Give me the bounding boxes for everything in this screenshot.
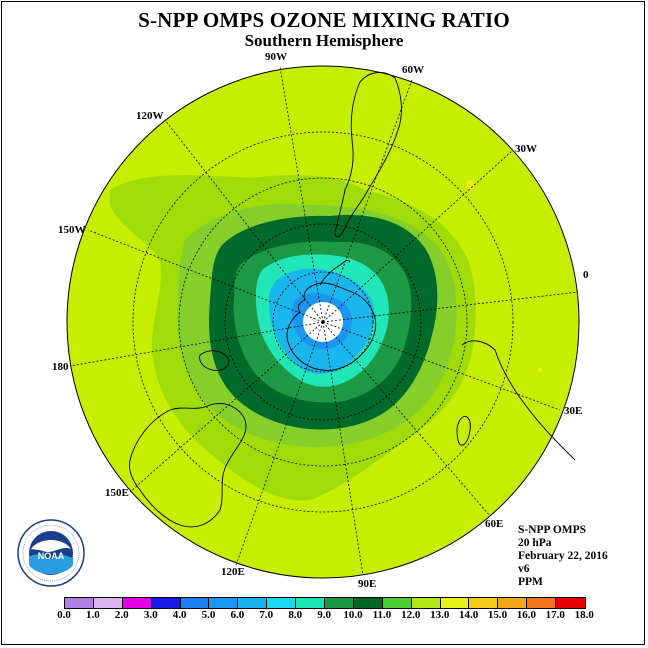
colorbar-segment [382,598,412,608]
lon-label-30w: 30W [515,143,537,155]
colorbar-tick-label: 1.0 [86,609,100,621]
colorbar-segment [180,598,210,608]
colorbar-tick-label: 2.0 [114,609,129,621]
colorbar-tick-label: 10.0 [343,609,363,621]
colorbar-segment [527,598,557,608]
colorbar-tick-label: 7.0 [259,609,274,621]
lon-label-150e: 150E [105,487,129,499]
colorbar-tick-label: 11.0 [372,609,392,621]
lon-label-60w: 60W [402,64,424,76]
lon-label-60e: 60E [485,518,503,530]
coast-antarctica [286,282,377,371]
coast-south-america [334,72,402,238]
coast-africa [461,340,576,461]
colorbar-segment [498,598,528,608]
colorbar-tick-label: 15.0 [487,609,508,621]
coastlines [129,72,576,528]
info-level: 20 hPa [518,537,552,549]
lon-label-0: 0 [583,269,589,281]
colorbar-tick-label: 0.0 [57,609,71,621]
colorbar-segment [65,598,94,608]
info-units: PPM [518,576,543,588]
info-block: S-NPP OMPS 20 hPa February 22, 2016 v6 P… [518,524,608,589]
coast-antarctic-peninsula [319,259,351,286]
colorbar-tick-label: 4.0 [172,609,187,621]
colorbar-tick-label: 13.0 [430,609,450,621]
contour-blob-high [466,180,474,190]
colorbar-segment [122,598,152,608]
map-outline [66,65,580,579]
map-subtitle: Southern Hemisphere [244,31,404,50]
coast-australia [129,403,247,528]
lon-label-180: 180 [52,361,69,373]
colorbar-segment [93,598,123,608]
noaa-logo-icon: NOAA [17,519,85,587]
lon-label-90w: 90W [265,51,287,63]
colorbar-ticks: 0.0 1.0 2.0 3.0 4.0 5.0 6.0 7.0 8.0 9.0 10.0 11.0 12… [57,609,594,623]
colorbar-tick-label: 12.0 [401,609,421,621]
colorbar-segment [411,598,441,608]
colorbar-segment [296,598,326,608]
lon-label-120e: 120E [221,566,245,578]
coast-new-zealand [199,350,230,371]
colorbar-tick-label: 18.0 [574,609,594,621]
colorbar-tick-label: 8.0 [288,609,303,621]
info-date: February 22, 2016 [518,550,608,562]
lon-label-120w: 120W [136,110,164,122]
colorbar [64,597,587,609]
colorbar-segment [151,598,181,608]
info-version: v6 [518,563,530,575]
colorbar-segment [325,598,354,608]
lon-label-150w: 150W [58,224,86,236]
colorbar-segment [469,598,499,608]
colorbar-segment [238,598,268,608]
longitude-labels: 90W 60W 30W 0 30E 60E 90E 120E 150E 180 … [52,51,589,590]
colorbar-segment [556,598,586,608]
colorbar-tick-label: 3.0 [143,609,158,621]
lon-label-30e: 30E [564,405,582,417]
contour-blob-high-2 [538,367,542,373]
colorbar-segment [267,598,297,608]
colorbar-tick-label: 14.0 [458,609,479,621]
info-instrument: S-NPP OMPS [518,524,587,536]
colorbar-tick-label: 9.0 [317,609,331,621]
colorbar-segment [353,598,383,608]
lon-label-90e: 90E [358,578,376,590]
colorbar-segment [209,598,239,608]
map-title: S-NPP OMPS OZONE MIXING RATIO [138,8,510,32]
colorbar-segment [440,598,470,608]
meridians [69,66,579,576]
latitude-circles [132,131,514,513]
colorbar-tick-label: 6.0 [230,609,245,621]
logo-text: NOAA [38,551,65,561]
colorbar-tick-label: 5.0 [201,609,216,621]
colorbar-tick-label: 17.0 [545,609,565,621]
colorbar-tick-label: 16.0 [516,609,537,621]
coast-madagascar [456,416,471,446]
